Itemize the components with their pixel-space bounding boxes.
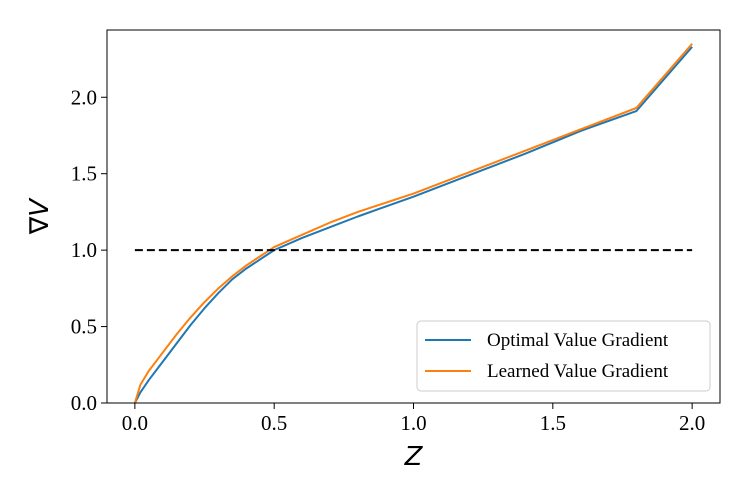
y-tick-label: 1.0 <box>71 238 97 262</box>
legend-label-optimal: Optimal Value Gradient <box>487 330 669 351</box>
y-axis-label: ∇V <box>25 197 55 235</box>
x-tick-label: 0.0 <box>122 411 148 435</box>
x-tick-label: 2.0 <box>679 411 705 435</box>
ticks-layer: 0.0 0.5 1.0 1.5 2.0 0.0 0.5 1.0 1.5 2.0 <box>71 85 706 435</box>
x-tick-label: 1.5 <box>540 411 566 435</box>
series-layer <box>133 43 693 404</box>
y-tick-label: 0.0 <box>71 391 97 415</box>
series-line-1 <box>133 43 693 404</box>
x-tick-label: 0.5 <box>261 411 287 435</box>
x-axis-label: Z <box>404 442 424 472</box>
y-tick-label: 2.0 <box>71 85 97 109</box>
legend-label-learned: Learned Value Gradient <box>487 361 669 382</box>
y-tick-label: 0.5 <box>71 315 97 339</box>
y-tick-label: 1.5 <box>71 162 97 186</box>
series-line-0 <box>133 46 693 404</box>
legend: Optimal Value Gradient Learned Value Gra… <box>416 320 711 392</box>
x-tick-label: 1.0 <box>400 411 426 435</box>
legend-box <box>416 320 711 392</box>
